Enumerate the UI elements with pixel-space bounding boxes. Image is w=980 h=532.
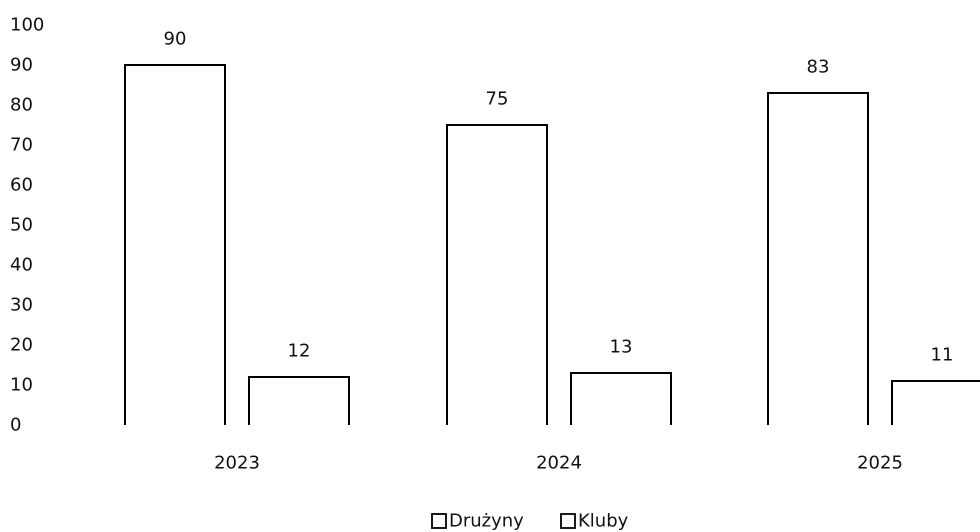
data-label: 13 (610, 337, 633, 358)
legend-swatch-kluby (560, 513, 576, 529)
y-tick-label: 60 (10, 175, 33, 196)
data-label: 83 (807, 57, 830, 78)
y-tick-label: 80 (10, 95, 33, 116)
data-label: 75 (486, 89, 509, 110)
y-tick-label: 20 (10, 335, 33, 356)
x-tick-label: 2023 (214, 453, 260, 474)
x-axis: 2023 2024 2025 (214, 453, 903, 474)
x-tick-label: 2024 (536, 453, 582, 474)
x-tick-label: 2025 (857, 453, 903, 474)
y-tick-label: 10 (10, 375, 33, 396)
y-tick-label: 70 (10, 135, 33, 156)
legend-label-kluby: Kluby (578, 511, 629, 532)
data-label: 11 (931, 345, 954, 366)
bar-kluby-2023 (248, 376, 350, 425)
data-label: 90 (164, 29, 187, 50)
y-tick-label: 100 (10, 15, 44, 36)
y-tick-label: 40 (10, 255, 33, 276)
y-tick-label: 30 (10, 295, 33, 316)
bar-druzyny-2025 (767, 92, 869, 425)
y-tick-label: 0 (10, 415, 21, 436)
bar-druzyny-2024 (446, 124, 548, 425)
legend: Drużyny Kluby (431, 511, 629, 532)
legend-label-druzyny: Drużyny (449, 511, 524, 532)
data-label: 12 (288, 341, 311, 362)
y-axis: 0 10 20 30 40 50 60 70 80 90 100 (10, 15, 44, 436)
legend-swatch-druzyny (431, 513, 447, 529)
bar-druzyny-2023 (124, 64, 226, 425)
y-tick-label: 50 (10, 215, 33, 236)
y-tick-label: 90 (10, 55, 33, 76)
bar-kluby-2025 (891, 380, 980, 425)
plot-area: 90 12 75 13 83 11 (124, 29, 980, 425)
bar-kluby-2024 (570, 372, 672, 425)
